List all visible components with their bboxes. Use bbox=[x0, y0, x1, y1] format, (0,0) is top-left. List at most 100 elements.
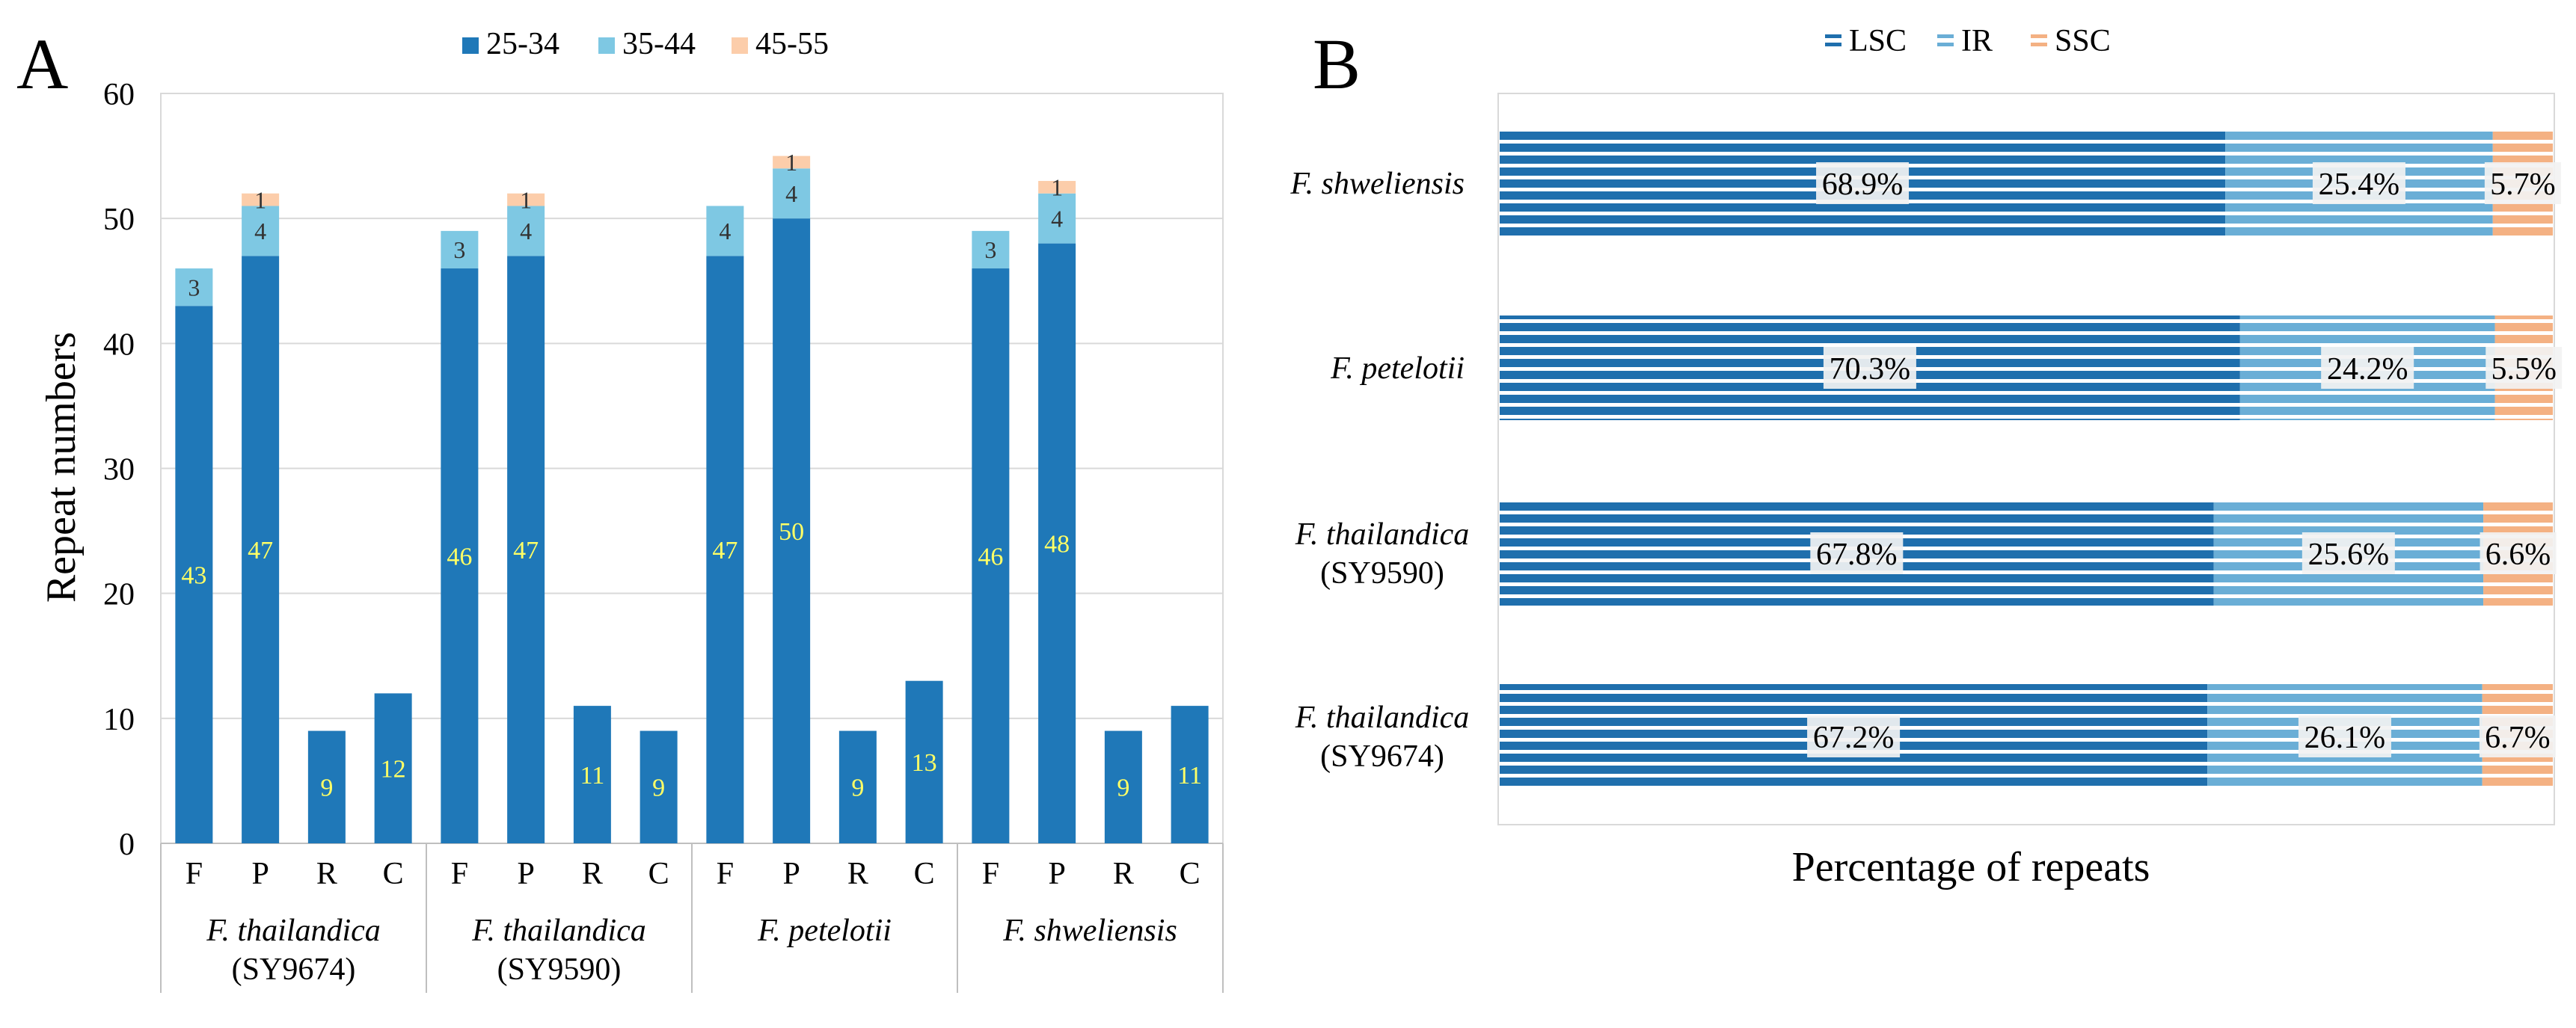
bar-segment-45-55 bbox=[1038, 181, 1076, 194]
data-label: 3 bbox=[984, 236, 996, 263]
bar-segment-35-44 bbox=[773, 168, 811, 219]
legend-swatch bbox=[598, 37, 615, 54]
x-tick-label: R bbox=[847, 857, 868, 891]
data-label: 4 bbox=[1051, 205, 1063, 232]
group-label-name: F. shweliensis bbox=[1002, 914, 1177, 948]
data-label-background bbox=[1810, 532, 1904, 574]
bar-segment-35-44 bbox=[972, 230, 1010, 269]
category-label-name: F. thailandica bbox=[1295, 517, 1470, 552]
data-label-background bbox=[2484, 162, 2561, 204]
data-label: 9 bbox=[851, 775, 864, 802]
x-tick-label: C bbox=[383, 857, 404, 891]
data-label: 9 bbox=[320, 775, 333, 802]
panel-a-x-axis: F P R C F P R C F P R C F P R CF. thailandica(SY9674)F.… bbox=[160, 843, 1224, 993]
y-tick-label: 0 bbox=[119, 828, 135, 862]
panel-b-chart: LSC IR SSC 68.9% 25.4% 5.7% 70.3% 24.2% 5.5% 67.… bbox=[1289, 24, 2563, 890]
legend-swatch bbox=[732, 37, 748, 54]
y-tick-label: 60 bbox=[103, 78, 135, 112]
data-label: 47 bbox=[513, 537, 539, 564]
x-tick-label: R bbox=[582, 857, 603, 891]
data-label: 6.7% bbox=[2485, 721, 2551, 755]
data-label: 1 bbox=[1051, 174, 1063, 201]
data-label-background bbox=[1816, 162, 1910, 204]
bar-segment-35-44 bbox=[242, 206, 280, 256]
bar-segment-35-44 bbox=[1038, 193, 1076, 244]
group-label-name: F. petelotii bbox=[757, 914, 892, 948]
group-label-name: F. thailandica bbox=[471, 914, 646, 948]
data-label: 67.2% bbox=[1813, 721, 1895, 755]
category-label-sub: (SY9674) bbox=[1320, 739, 1444, 774]
x-tick-label: C bbox=[914, 857, 935, 891]
data-label: 47 bbox=[712, 537, 737, 564]
bar-segment-25-34 bbox=[573, 706, 611, 843]
panel-label-a: A bbox=[16, 24, 68, 104]
data-label: 5.5% bbox=[2491, 352, 2557, 387]
x-tick-label: C bbox=[1180, 857, 1200, 891]
x-tick-label: P bbox=[782, 857, 800, 891]
data-label-background bbox=[2485, 347, 2563, 389]
category-label-name: F. thailandica bbox=[1295, 701, 1470, 735]
data-label: 12 bbox=[381, 756, 406, 784]
y-tick-label: 30 bbox=[103, 453, 135, 487]
bar-segment-25-34 bbox=[1171, 706, 1209, 843]
data-label: 25.6% bbox=[2308, 538, 2390, 572]
bar-segment-25-34 bbox=[441, 268, 479, 843]
bar-segment-45-55 bbox=[773, 156, 811, 169]
legend-label: IR bbox=[1961, 24, 1993, 58]
panel-a-chart: 0 10 20 30 40 50 60 Repeat numbers 25-34 35-44 4… bbox=[38, 27, 1224, 993]
data-label-background bbox=[2480, 532, 2557, 574]
data-label-background bbox=[2298, 715, 2391, 757]
bar-segment-25-34 bbox=[1104, 730, 1142, 843]
data-label: 1 bbox=[254, 186, 266, 213]
panel-b-plot-frame bbox=[1497, 93, 2555, 825]
legend-swatch bbox=[2031, 34, 2047, 46]
data-label: 48 bbox=[1044, 531, 1070, 558]
bar-segment-35-44 bbox=[175, 268, 213, 307]
bar-segment-25-34 bbox=[640, 730, 678, 843]
bar-segment-25-34 bbox=[307, 730, 346, 843]
legend-label: SSC bbox=[2055, 24, 2111, 58]
data-label-background bbox=[2301, 532, 2395, 574]
bar-segment-45-55 bbox=[507, 193, 545, 206]
legend-label: 45-55 bbox=[755, 27, 829, 61]
data-label: 9 bbox=[1117, 775, 1129, 802]
bar-segment-25-34 bbox=[706, 256, 744, 844]
data-label-background bbox=[2479, 715, 2556, 757]
legend-label: LSC bbox=[1849, 24, 1907, 58]
data-label: 4 bbox=[520, 218, 532, 244]
bar-segment-25-34 bbox=[507, 256, 545, 844]
panel-b-legend: LSC IR SSC bbox=[1825, 24, 2111, 58]
data-label: 4 bbox=[719, 218, 731, 244]
panel-a-legend: 25-34 35-44 45-55 bbox=[462, 27, 829, 61]
data-label: 5.7% bbox=[2490, 167, 2556, 202]
data-label-background bbox=[1807, 715, 1901, 757]
data-label: 4 bbox=[785, 180, 797, 207]
data-label: 11 bbox=[1177, 762, 1202, 790]
category-label-name: F. petelotii bbox=[1330, 351, 1465, 386]
data-label: 70.3% bbox=[1830, 352, 1911, 387]
data-label: 50 bbox=[779, 518, 804, 546]
legend-swatch bbox=[462, 37, 479, 54]
data-label: 26.1% bbox=[2304, 721, 2386, 755]
x-tick-label: R bbox=[316, 857, 337, 891]
category-label-name: F. shweliensis bbox=[1289, 167, 1465, 201]
bar-segment-35-44 bbox=[706, 206, 744, 256]
group-label-sub: (SY9674) bbox=[232, 952, 356, 987]
category-label-sub: (SY9590) bbox=[1320, 556, 1444, 591]
data-label: 24.2% bbox=[2327, 352, 2408, 387]
group-label-sub: (SY9590) bbox=[497, 952, 622, 987]
bar-segment-45-55 bbox=[242, 193, 280, 206]
data-label: 6.6% bbox=[2485, 538, 2551, 572]
data-label: 47 bbox=[248, 537, 273, 564]
data-label: 13 bbox=[912, 749, 937, 777]
bar-segment-25-34 bbox=[773, 218, 811, 844]
bar-segment-35-44 bbox=[441, 230, 479, 269]
data-label: 4 bbox=[254, 218, 266, 244]
x-tick-label: P bbox=[517, 857, 534, 891]
x-tick-label: P bbox=[1048, 857, 1065, 891]
x-tick-label: F bbox=[185, 857, 203, 891]
bar-segment-25-34 bbox=[242, 256, 280, 844]
x-tick-label: P bbox=[251, 857, 269, 891]
